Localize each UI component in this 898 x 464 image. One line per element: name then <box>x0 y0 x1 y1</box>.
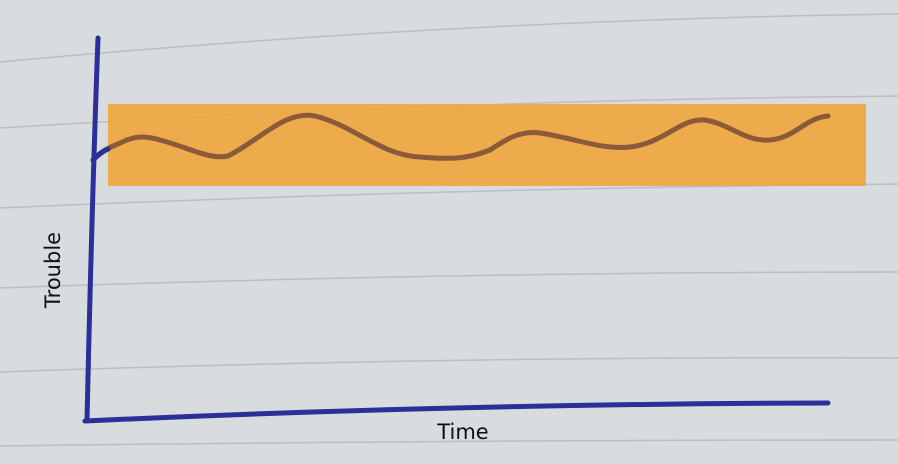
paper <box>0 0 898 464</box>
highlight-band <box>108 104 866 186</box>
y-axis-label: Trouble <box>41 232 65 309</box>
sketch-chart: Trouble Time <box>0 0 898 464</box>
page: Trouble Time (() => { const data = JSON.… <box>0 0 898 464</box>
x-axis-label: Time <box>436 420 488 444</box>
